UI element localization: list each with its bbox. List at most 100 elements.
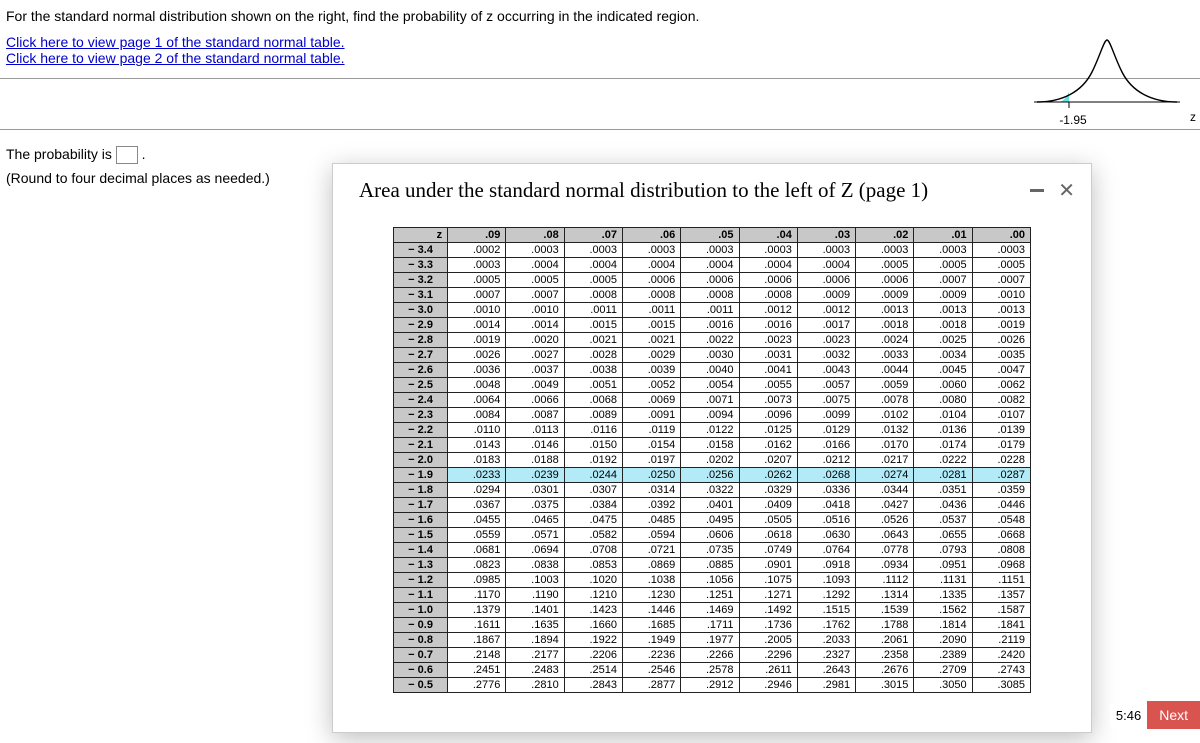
table-cell: .1423 bbox=[564, 603, 622, 618]
table-cell: .0287 bbox=[972, 468, 1030, 483]
table-cell: .0179 bbox=[972, 438, 1030, 453]
table-cell: .0011 bbox=[564, 303, 622, 318]
row-header: − 1.6 bbox=[394, 513, 448, 528]
table-cell: .0011 bbox=[681, 303, 739, 318]
table-cell: .0027 bbox=[506, 348, 564, 363]
z-table-popup: Area under the standard normal distribut… bbox=[332, 163, 1092, 733]
table-cell: .0985 bbox=[448, 573, 506, 588]
table-cell: .0006 bbox=[622, 273, 680, 288]
table-cell: .0005 bbox=[914, 258, 972, 273]
table-cell: .1251 bbox=[681, 588, 739, 603]
row-header: − 0.5 bbox=[394, 678, 448, 693]
table-cell: .0080 bbox=[914, 393, 972, 408]
table-cell: .0735 bbox=[681, 543, 739, 558]
table-cell: .1736 bbox=[739, 618, 797, 633]
table-cell: .0052 bbox=[622, 378, 680, 393]
table-cell: .0023 bbox=[797, 333, 855, 348]
z-axis-label: z bbox=[1190, 110, 1196, 124]
table-cell: .0606 bbox=[681, 528, 739, 543]
popup-title: Area under the standard normal distribut… bbox=[359, 178, 1030, 203]
table-cell: .0643 bbox=[856, 528, 914, 543]
table-cell: .2578 bbox=[681, 663, 739, 678]
table-page1-link[interactable]: Click here to view page 1 of the standar… bbox=[0, 34, 1200, 50]
table-cell: .1335 bbox=[914, 588, 972, 603]
table-cell: .0018 bbox=[914, 318, 972, 333]
table-cell: .0082 bbox=[972, 393, 1030, 408]
table-cell: .0051 bbox=[564, 378, 622, 393]
table-cell: .1685 bbox=[622, 618, 680, 633]
table-cell: .1038 bbox=[622, 573, 680, 588]
table-cell: .0030 bbox=[681, 348, 739, 363]
table-cell: .1446 bbox=[622, 603, 680, 618]
table-cell: .0003 bbox=[564, 243, 622, 258]
table-cell: .0036 bbox=[448, 363, 506, 378]
table-cell: .0049 bbox=[506, 378, 564, 393]
table-cell: .2236 bbox=[622, 648, 680, 663]
table-cell: .0008 bbox=[681, 288, 739, 303]
row-header: − 1.4 bbox=[394, 543, 448, 558]
row-header: − 1.2 bbox=[394, 573, 448, 588]
table-cell: .0418 bbox=[797, 498, 855, 513]
table-cell: .0823 bbox=[448, 558, 506, 573]
time-indicator: 5:46 bbox=[1110, 704, 1147, 727]
table-cell: .2061 bbox=[856, 633, 914, 648]
col-header: .00 bbox=[972, 228, 1030, 243]
table-cell: .0007 bbox=[506, 288, 564, 303]
close-icon[interactable]: ✕ bbox=[1058, 181, 1075, 201]
table-cell: .2206 bbox=[564, 648, 622, 663]
table-cell: .0060 bbox=[914, 378, 972, 393]
table-page2-link[interactable]: Click here to view page 2 of the standar… bbox=[0, 50, 1200, 66]
table-cell: .0003 bbox=[972, 243, 1030, 258]
table-cell: .1075 bbox=[739, 573, 797, 588]
row-header: − 1.8 bbox=[394, 483, 448, 498]
row-header: − 2.3 bbox=[394, 408, 448, 423]
table-cell: .0681 bbox=[448, 543, 506, 558]
table-cell: .0003 bbox=[681, 243, 739, 258]
table-cell: .0096 bbox=[739, 408, 797, 423]
row-header: − 0.7 bbox=[394, 648, 448, 663]
table-cell: .0197 bbox=[622, 453, 680, 468]
table-cell: .0212 bbox=[797, 453, 855, 468]
next-button[interactable]: Next bbox=[1147, 701, 1200, 729]
table-cell: .2266 bbox=[681, 648, 739, 663]
table-cell: .0244 bbox=[564, 468, 622, 483]
table-cell: .0019 bbox=[972, 318, 1030, 333]
row-header: − 3.0 bbox=[394, 303, 448, 318]
tick-value: -1.95 bbox=[964, 113, 1182, 127]
table-cell: .0150 bbox=[564, 438, 622, 453]
col-header: .09 bbox=[448, 228, 506, 243]
col-header: .05 bbox=[681, 228, 739, 243]
table-cell: .0475 bbox=[564, 513, 622, 528]
table-cell: .0009 bbox=[914, 288, 972, 303]
col-header: .07 bbox=[564, 228, 622, 243]
table-cell: .0344 bbox=[856, 483, 914, 498]
table-cell: .0006 bbox=[681, 273, 739, 288]
table-cell: .0116 bbox=[564, 423, 622, 438]
row-header: − 1.3 bbox=[394, 558, 448, 573]
row-header: − 3.1 bbox=[394, 288, 448, 303]
table-cell: .1788 bbox=[856, 618, 914, 633]
table-cell: .0262 bbox=[739, 468, 797, 483]
table-cell: .1401 bbox=[506, 603, 564, 618]
table-cell: .1867 bbox=[448, 633, 506, 648]
minimize-icon[interactable] bbox=[1030, 189, 1044, 192]
table-cell: .2296 bbox=[739, 648, 797, 663]
table-cell: .0268 bbox=[797, 468, 855, 483]
table-cell: .0071 bbox=[681, 393, 739, 408]
table-cell: .0057 bbox=[797, 378, 855, 393]
table-cell: .0075 bbox=[797, 393, 855, 408]
table-cell: .0694 bbox=[506, 543, 564, 558]
table-cell: .2843 bbox=[564, 678, 622, 693]
table-cell: .0006 bbox=[739, 273, 797, 288]
table-cell: .0003 bbox=[914, 243, 972, 258]
table-cell: .1020 bbox=[564, 573, 622, 588]
row-header: − 1.1 bbox=[394, 588, 448, 603]
table-cell: .0045 bbox=[914, 363, 972, 378]
table-cell: .1170 bbox=[448, 588, 506, 603]
probability-input[interactable] bbox=[116, 146, 138, 164]
table-cell: .0708 bbox=[564, 543, 622, 558]
table-cell: .0021 bbox=[564, 333, 622, 348]
table-cell: .2119 bbox=[972, 633, 1030, 648]
table-cell: .0005 bbox=[856, 258, 914, 273]
table-cell: .1660 bbox=[564, 618, 622, 633]
